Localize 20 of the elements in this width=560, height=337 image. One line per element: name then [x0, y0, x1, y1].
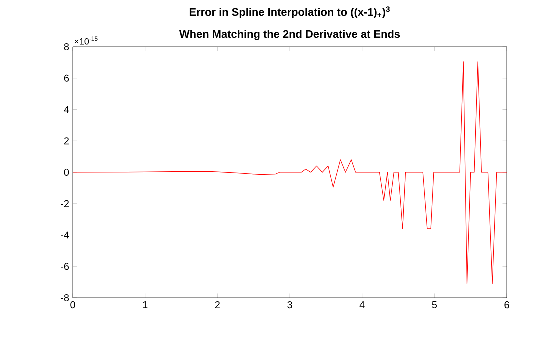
text: ×10$^{-15}$ [74, 36, 98, 45]
x-tick-label: 0 [70, 302, 76, 309]
x-tick-label: 6 [504, 302, 510, 309]
x-tick-label: 2 [215, 302, 220, 308]
y-tick-label: 2 [64, 138, 69, 145]
line-series [72, 62, 508, 284]
y-tick-label: 8 [64, 43, 70, 51]
y-tick-label: -6 [61, 263, 70, 270]
chart-title: Error in Spline Interpolation to ((x-1)$_{+}$)$^{3}$ [190, 6, 390, 18]
y-tick-label: 4 [64, 106, 70, 114]
x-tick-label: 1 [143, 302, 148, 308]
y-tick-label: 6 [64, 74, 70, 82]
y-tick-label: 0 [64, 168, 70, 176]
x-tick-label: 3 [288, 302, 292, 309]
x-tick-label: 5 [432, 302, 438, 308]
y-tick-label: -4 [61, 232, 70, 239]
chart-subtitle: When Matching the 2nd Derivative at Ends [180, 30, 400, 40]
y-tick-label: -2 [61, 200, 69, 208]
x-tick-label: 4 [360, 302, 365, 308]
y-tick-label: -8 [61, 294, 70, 302]
